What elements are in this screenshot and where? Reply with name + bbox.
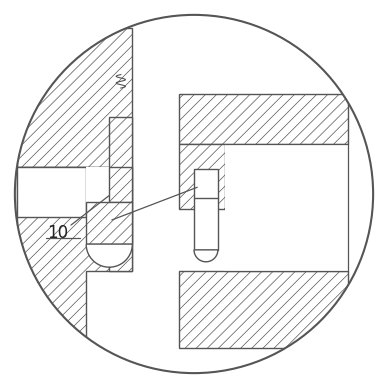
Polygon shape — [17, 28, 132, 167]
Polygon shape — [225, 144, 348, 271]
Polygon shape — [17, 167, 132, 202]
Polygon shape — [178, 271, 348, 348]
Circle shape — [15, 15, 373, 373]
Polygon shape — [178, 94, 348, 144]
Polygon shape — [17, 202, 132, 348]
Polygon shape — [194, 169, 218, 250]
Text: 10: 10 — [48, 223, 69, 241]
Polygon shape — [86, 167, 109, 217]
Polygon shape — [194, 250, 218, 262]
Polygon shape — [109, 167, 132, 202]
Polygon shape — [17, 167, 86, 217]
Polygon shape — [109, 117, 132, 271]
Polygon shape — [86, 202, 132, 244]
Polygon shape — [86, 244, 132, 267]
Polygon shape — [178, 144, 225, 210]
